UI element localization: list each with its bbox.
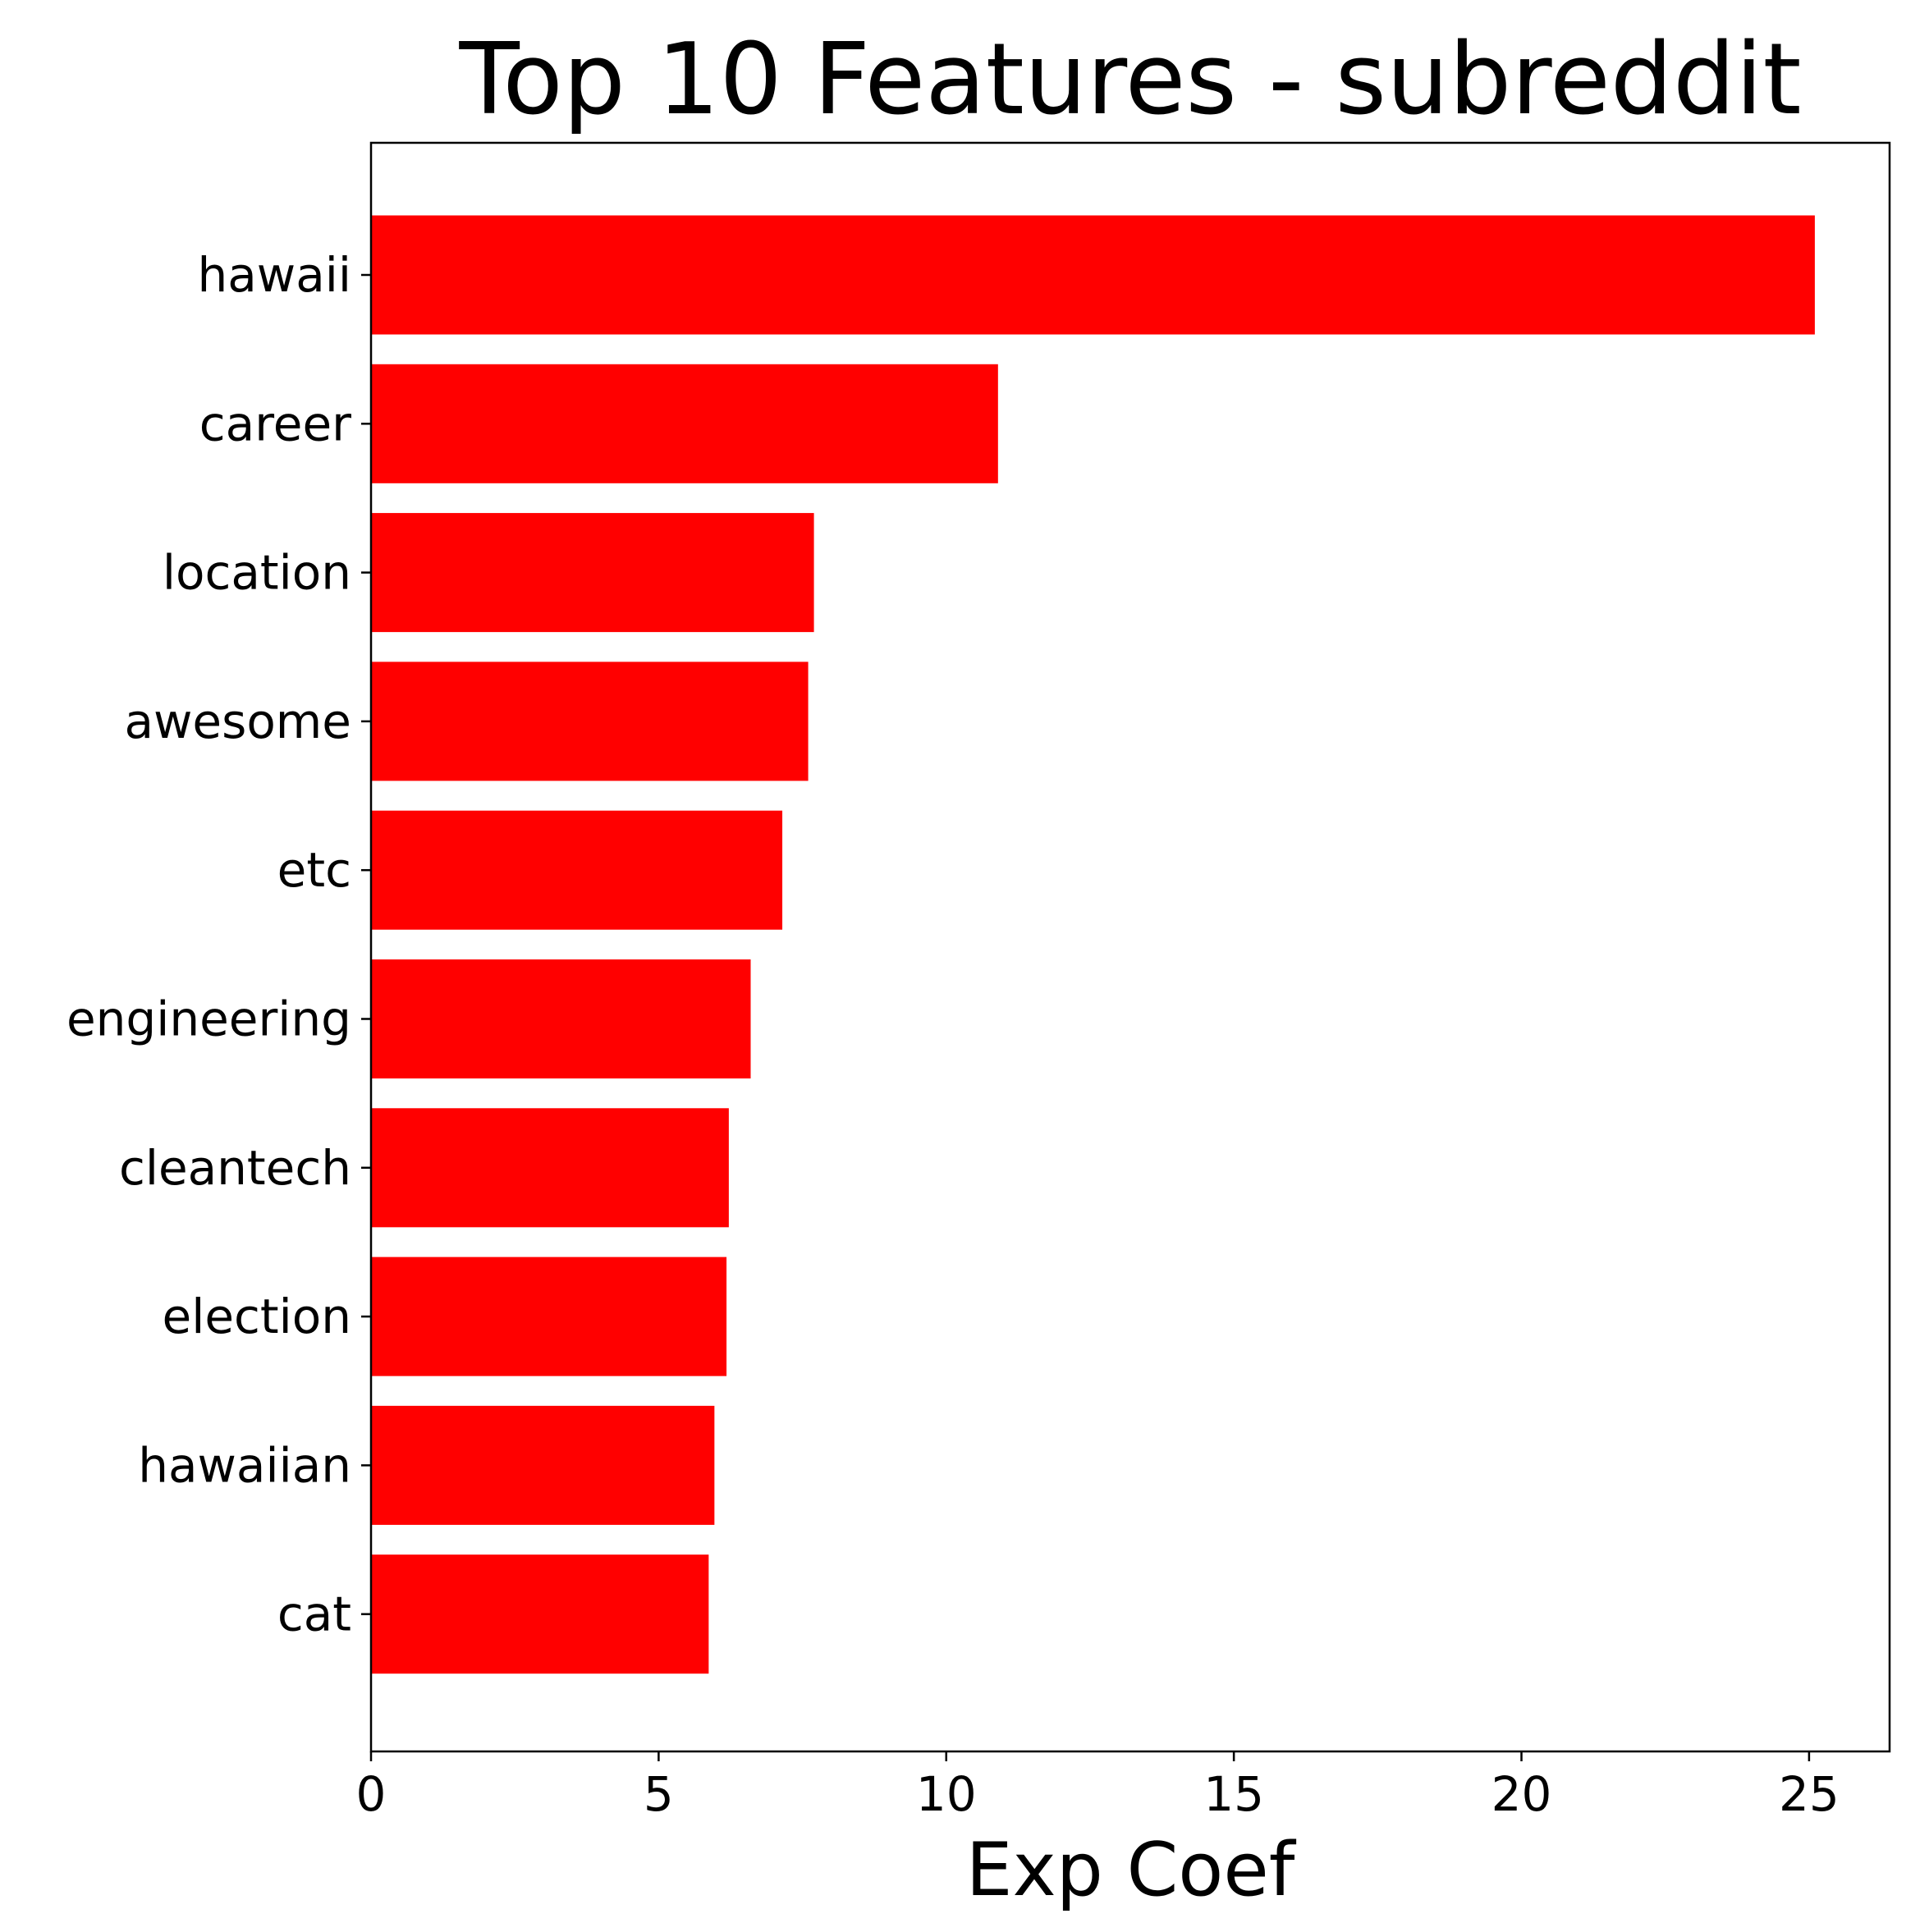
x-tick-label: 25 xyxy=(1779,1766,1840,1822)
x-tick-label: 15 xyxy=(1203,1766,1264,1822)
bar-election xyxy=(371,1257,727,1376)
x-tick-label: 20 xyxy=(1491,1766,1552,1822)
y-tick-label: etc xyxy=(277,842,351,898)
chart-title: Top 10 Features - subreddit xyxy=(458,23,1801,137)
bar-engineering xyxy=(371,959,751,1079)
x-axis: 0 5 10 15 20 25 xyxy=(356,1751,1840,1822)
bars-layer xyxy=(371,215,1815,1674)
y-tick-label: engineering xyxy=(66,991,351,1047)
x-axis-label: Exp Coef xyxy=(966,1827,1297,1913)
y-axis: hawaii career location awesome etc engineerin… xyxy=(66,247,371,1642)
x-tick-label: 5 xyxy=(644,1766,674,1822)
y-tick-label: hawaii xyxy=(197,247,351,303)
bar-cat xyxy=(371,1554,709,1674)
x-tick-label: 0 xyxy=(356,1766,387,1822)
y-tick-label: career xyxy=(199,396,351,451)
y-tick-label: awesome xyxy=(124,694,351,749)
y-tick-label: cleantech xyxy=(119,1140,351,1196)
bar-cleantech xyxy=(371,1108,729,1228)
bar-etc xyxy=(371,810,783,930)
x-tick-label: 10 xyxy=(916,1766,977,1822)
bar-location xyxy=(371,513,814,633)
plot-frame xyxy=(369,141,1891,1753)
bar-career xyxy=(371,364,998,483)
y-tick-label: election xyxy=(163,1289,351,1344)
y-tick-label: hawaiian xyxy=(138,1437,351,1493)
bar-hawaii xyxy=(371,215,1815,335)
y-tick-label: cat xyxy=(277,1586,351,1642)
bar-hawaiian xyxy=(371,1405,715,1525)
y-tick-label: location xyxy=(163,545,351,601)
bar-awesome xyxy=(371,662,809,781)
